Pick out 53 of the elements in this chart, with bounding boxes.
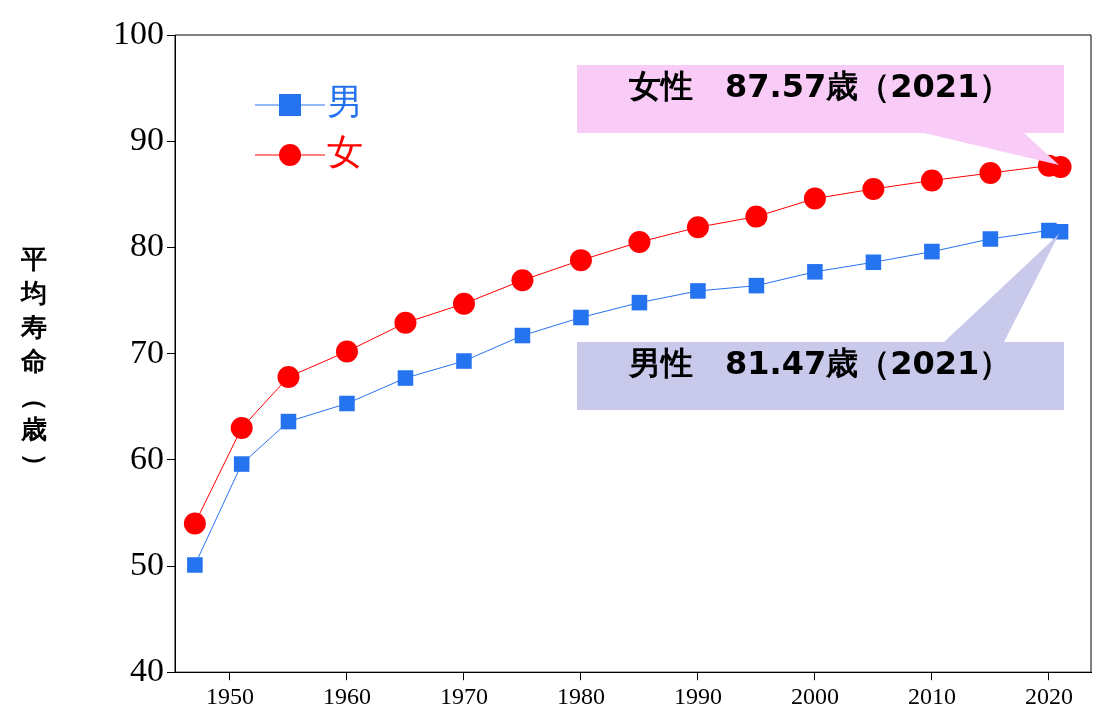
- y-tick-label: 90: [130, 120, 164, 158]
- y-tick-label: 40: [130, 651, 164, 689]
- x-tick-label: 1970: [439, 682, 488, 709]
- point: [686, 216, 709, 239]
- x-tick-label: 1950: [205, 682, 254, 709]
- y-tick-label: 60: [130, 438, 164, 476]
- point: [277, 365, 300, 388]
- point: [335, 340, 358, 363]
- y-tick-label: 80: [130, 226, 164, 264]
- point: [183, 512, 206, 535]
- x-tick-label: 2000: [790, 682, 839, 709]
- x-tick-label: 2020: [1024, 682, 1073, 709]
- point: [748, 277, 765, 294]
- legend-label: 男: [327, 81, 363, 123]
- point: [187, 557, 203, 573]
- point: [233, 456, 250, 472]
- point: [230, 416, 253, 439]
- point: [979, 162, 1002, 185]
- point: [339, 395, 355, 412]
- point: [982, 231, 999, 247]
- point: [514, 327, 531, 344]
- point: [628, 231, 651, 254]
- point: [862, 177, 885, 200]
- point: [803, 187, 826, 210]
- y-axis-title: 平均寿命（歳）: [19, 244, 52, 479]
- point: [569, 249, 592, 272]
- point: [573, 309, 589, 326]
- annotation: 男性 81.47歳（2021）: [576, 341, 1064, 410]
- x-tick-label: 1980: [556, 682, 605, 709]
- legend-label: 女: [327, 131, 363, 173]
- point: [631, 294, 648, 311]
- point: [920, 169, 943, 192]
- point: [865, 254, 882, 271]
- x-tick-label: 2010: [907, 682, 956, 709]
- callout: 男性 81.47歳（2021）: [576, 231, 1064, 410]
- point: [397, 370, 414, 386]
- point: [690, 283, 706, 299]
- point: [280, 413, 297, 430]
- y-tick-label: 70: [130, 332, 164, 370]
- callout: 女性 87.57歳（2021）: [576, 65, 1064, 167]
- y-tick-label: 100: [113, 13, 164, 51]
- point: [452, 292, 475, 315]
- annotation: 女性 87.57歳（2021）: [576, 65, 1064, 133]
- point: [1052, 224, 1069, 240]
- y-tick-label: 50: [130, 544, 164, 582]
- x-tick-label: 1960: [322, 682, 371, 709]
- point: [745, 205, 768, 228]
- point: [394, 311, 417, 334]
- point: [511, 269, 534, 292]
- point: [807, 264, 823, 280]
- point: [456, 353, 472, 369]
- point: [924, 243, 940, 260]
- x-tick-label: 1990: [673, 682, 722, 709]
